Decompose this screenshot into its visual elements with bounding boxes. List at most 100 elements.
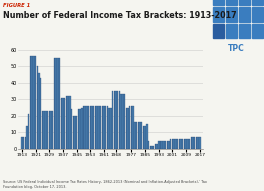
Bar: [98, 106, 100, 149]
Bar: [38, 73, 40, 149]
Bar: [40, 78, 41, 149]
Bar: [105, 106, 106, 149]
Bar: [30, 56, 31, 149]
Bar: [175, 139, 177, 149]
Bar: [139, 122, 141, 149]
Bar: [100, 106, 101, 149]
Bar: [95, 106, 96, 149]
Bar: [26, 126, 28, 149]
Bar: [187, 139, 188, 149]
Bar: [177, 139, 178, 149]
Bar: [86, 106, 88, 149]
Bar: [55, 58, 57, 149]
Bar: [114, 91, 115, 149]
Bar: [52, 111, 53, 149]
Bar: [126, 108, 127, 149]
Bar: [162, 141, 163, 149]
Bar: [158, 141, 159, 149]
Bar: [194, 137, 195, 149]
Bar: [78, 109, 79, 149]
Bar: [136, 122, 137, 149]
Bar: [122, 94, 124, 149]
Text: Source: US Federal Individual Income Tax Rates History, 1862-2013 (Nominal and I: Source: US Federal Individual Income Tax…: [3, 180, 207, 189]
Bar: [172, 139, 173, 149]
Bar: [129, 106, 130, 149]
Bar: [155, 144, 156, 149]
Bar: [115, 91, 117, 149]
Bar: [117, 91, 119, 149]
Bar: [163, 141, 165, 149]
Bar: [156, 144, 158, 149]
Bar: [127, 108, 129, 149]
Bar: [226, 0, 237, 5]
Bar: [239, 0, 250, 5]
Bar: [143, 126, 144, 149]
Bar: [199, 137, 201, 149]
Bar: [28, 114, 30, 149]
Bar: [93, 106, 95, 149]
Bar: [148, 141, 149, 149]
Bar: [182, 139, 183, 149]
Bar: [54, 58, 55, 149]
Bar: [119, 91, 120, 149]
Bar: [74, 116, 76, 149]
Bar: [151, 146, 153, 149]
Bar: [197, 137, 199, 149]
Bar: [69, 96, 70, 149]
Bar: [213, 7, 224, 22]
Bar: [89, 106, 91, 149]
Bar: [184, 139, 185, 149]
Bar: [120, 94, 122, 149]
Bar: [73, 116, 74, 149]
Bar: [239, 23, 250, 38]
Text: TPC: TPC: [228, 44, 245, 53]
Bar: [192, 137, 194, 149]
Bar: [64, 98, 65, 149]
Bar: [252, 7, 263, 22]
Bar: [31, 56, 33, 149]
Bar: [144, 126, 146, 149]
Bar: [43, 111, 45, 149]
Bar: [109, 108, 110, 149]
Bar: [146, 124, 148, 149]
Bar: [133, 106, 134, 149]
Bar: [160, 141, 161, 149]
Bar: [153, 146, 154, 149]
Bar: [138, 122, 139, 149]
Bar: [71, 109, 72, 149]
Bar: [66, 96, 67, 149]
Bar: [45, 111, 46, 149]
Bar: [112, 91, 113, 149]
Bar: [173, 139, 175, 149]
Text: FIGURE 1: FIGURE 1: [3, 3, 30, 8]
Bar: [47, 111, 48, 149]
Bar: [239, 7, 250, 22]
Bar: [60, 98, 62, 149]
Bar: [76, 116, 77, 149]
Bar: [21, 137, 23, 149]
Bar: [196, 137, 197, 149]
Bar: [213, 0, 224, 5]
Bar: [67, 96, 69, 149]
Bar: [88, 106, 89, 149]
Bar: [84, 106, 86, 149]
Bar: [25, 137, 26, 149]
Bar: [83, 106, 84, 149]
Bar: [107, 106, 108, 149]
Bar: [134, 122, 135, 149]
Bar: [91, 106, 93, 149]
Bar: [167, 141, 168, 149]
Bar: [62, 98, 64, 149]
Bar: [141, 122, 142, 149]
Bar: [59, 58, 60, 149]
Bar: [49, 111, 50, 149]
Bar: [102, 106, 103, 149]
Bar: [50, 111, 52, 149]
Text: Number of Federal Income Tax Brackets: 1913-2017: Number of Federal Income Tax Brackets: 1…: [3, 11, 236, 19]
Bar: [191, 137, 192, 149]
Bar: [37, 66, 38, 149]
Bar: [79, 109, 81, 149]
Bar: [252, 23, 263, 38]
Bar: [252, 0, 263, 5]
Bar: [23, 137, 24, 149]
